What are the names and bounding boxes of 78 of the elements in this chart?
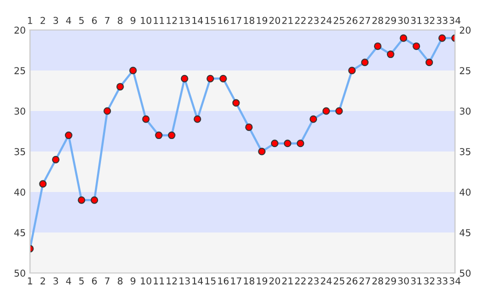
x-tick-label: 5 — [79, 277, 84, 284]
category-label: 8 — [118, 16, 123, 24]
category-label: 30 — [398, 16, 409, 24]
y-tick-label: 45 — [14, 229, 26, 236]
x-tick-label: 32 — [424, 277, 434, 284]
x-tick-label: 29 — [385, 277, 396, 284]
x-tick-label: 27 — [360, 277, 370, 284]
x-tick-label: 15 — [205, 277, 216, 284]
x-tick-label: 21 — [282, 277, 293, 284]
category-label: 14 — [192, 16, 203, 24]
category-label: 11 — [154, 16, 164, 24]
category-label: 21 — [282, 16, 293, 24]
y2-tick-label: 50 — [460, 270, 471, 277]
category-label: 31 — [411, 16, 422, 24]
x-tick-label: 14 — [192, 277, 203, 284]
category-label: 28 — [372, 16, 384, 24]
category-label: 18 — [244, 16, 254, 24]
x-tick-label: 8 — [118, 277, 123, 284]
x-tick-label: 34 — [450, 277, 460, 284]
x-tick-label: 20 — [269, 277, 280, 284]
y-tick-label: 50 — [14, 270, 26, 277]
category-label: 6 — [92, 16, 97, 24]
y2-tick-label: 20 — [460, 26, 471, 34]
x-tick-label: 11 — [154, 277, 164, 284]
y2-tick-label: 30 — [460, 108, 471, 115]
x-tick-label: 17 — [231, 277, 242, 284]
category-label: 9 — [130, 16, 136, 24]
category-label: 16 — [218, 16, 229, 24]
x-tick-label: 4 — [66, 277, 72, 284]
x-tick-label: 12 — [166, 277, 177, 284]
category-label: 20 — [269, 16, 280, 24]
x-tick-label: 9 — [130, 277, 136, 284]
y2-tick-label: 45 — [460, 229, 470, 236]
x-tick-label: 31 — [411, 277, 422, 284]
x-tick-label: 2 — [40, 277, 45, 284]
x-tick-label: 19 — [256, 277, 268, 284]
category-label: 17 — [231, 16, 242, 24]
y-tick-label: 25 — [14, 67, 26, 74]
y-tick-label: 40 — [14, 188, 26, 196]
x-tick-label: 6 — [92, 277, 97, 284]
x-tick-label: 33 — [436, 277, 448, 284]
category-label: 12 — [166, 16, 177, 24]
y2-tick-label: 35 — [460, 148, 470, 156]
category-label: 13 — [180, 16, 190, 24]
x-tick-label: 7 — [105, 277, 110, 284]
y-tick-label: 35 — [14, 148, 26, 156]
y-tick-label: 20 — [14, 26, 26, 34]
category-label: 10 — [140, 16, 152, 24]
x-tick-label: 18 — [244, 277, 254, 284]
x-tick-label: 13 — [180, 277, 190, 284]
category-label: 32 — [424, 16, 434, 24]
category-label: 26 — [346, 16, 358, 24]
x-tick-label: 30 — [398, 277, 409, 284]
category-label: 33 — [436, 16, 448, 24]
category-label: 27 — [360, 16, 370, 24]
category-label: 15 — [205, 16, 216, 24]
x-tick-label: 16 — [218, 277, 229, 284]
x-tick-label: 24 — [320, 277, 332, 284]
y2-tick-label: 40 — [460, 188, 471, 196]
category-label: 34 — [450, 16, 460, 24]
category-label: 24 — [320, 16, 332, 24]
y-tick-label: 30 — [14, 108, 26, 115]
category-label: 23 — [308, 16, 319, 24]
category-label: 5 — [79, 16, 84, 24]
x-tick-label: 26 — [346, 277, 358, 284]
x-tick-label: 3 — [53, 277, 58, 284]
category-label: 22 — [295, 16, 306, 24]
category-label: 19 — [256, 16, 268, 24]
category-label: 29 — [385, 16, 396, 24]
category-label: 7 — [105, 16, 110, 24]
x-tick-label: 28 — [372, 277, 384, 284]
x-tick-label: 1 — [28, 277, 32, 284]
x-tick-label: 23 — [308, 277, 319, 284]
x-tick-label: 25 — [334, 277, 344, 284]
x-tick-label: 22 — [295, 277, 306, 284]
y2-tick-label: 25 — [460, 67, 470, 74]
x-tick-label: 10 — [140, 277, 152, 284]
category-label: 25 — [334, 16, 344, 24]
